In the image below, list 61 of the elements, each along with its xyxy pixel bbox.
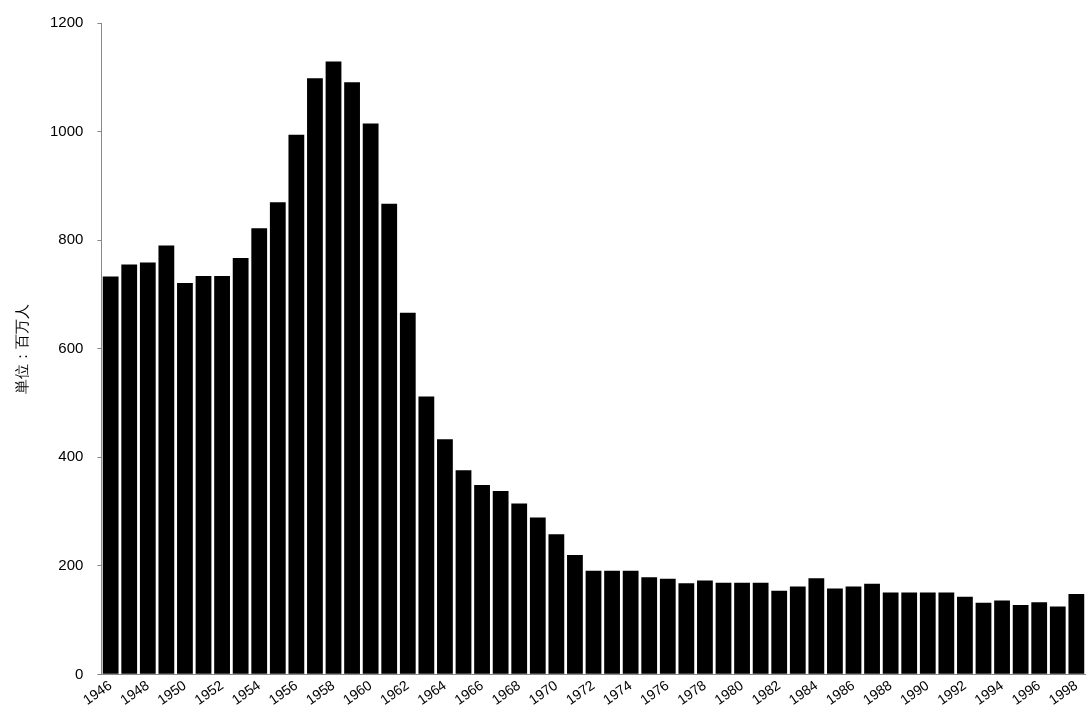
bar: [641, 577, 658, 674]
bar: [975, 602, 992, 674]
bar: [1068, 594, 1085, 674]
y-tick-label: 1000: [49, 121, 84, 139]
bar: [845, 586, 862, 674]
bar: [177, 283, 193, 674]
bar: [102, 276, 119, 674]
bar: [399, 312, 416, 674]
bar: [697, 580, 713, 674]
y-tick-label: 0: [75, 664, 84, 682]
bar: [529, 517, 546, 674]
bar: [864, 583, 880, 674]
bar: [919, 592, 936, 674]
bar: [1031, 602, 1048, 674]
bar: [269, 202, 286, 674]
y-tick-label: 200: [58, 555, 84, 573]
bar: [139, 262, 156, 674]
bar: [195, 275, 212, 674]
bar: [1012, 604, 1029, 674]
bar: [957, 596, 973, 674]
bar: [1049, 606, 1066, 674]
y-tick-label: 600: [58, 338, 84, 356]
bar: [232, 258, 249, 674]
bar: [752, 582, 769, 674]
bar: [492, 490, 509, 674]
bar: [734, 582, 750, 674]
bar: [251, 228, 268, 674]
bar: [567, 554, 583, 674]
bar: [455, 470, 472, 674]
bar: [771, 590, 788, 674]
y-axis-title: 単位：百万人: [13, 303, 31, 394]
bar: [307, 78, 323, 674]
bar: [474, 484, 490, 674]
bar: [882, 592, 899, 674]
bar: [548, 534, 565, 674]
bar: [362, 123, 379, 674]
bar: [901, 592, 918, 674]
bar: [808, 578, 825, 674]
bar: [715, 582, 732, 674]
bar: [381, 203, 398, 674]
bar: [938, 592, 955, 674]
y-tick-label: 1200: [49, 13, 84, 31]
bar: [325, 61, 342, 674]
bar: [418, 396, 435, 674]
bar: [214, 275, 230, 674]
bar: [622, 570, 639, 674]
bar: [437, 439, 453, 674]
bar: [288, 134, 305, 674]
bar: [121, 264, 138, 674]
y-tick-label: 400: [58, 447, 84, 465]
y-tick-label: 800: [58, 230, 84, 248]
bar: [344, 82, 360, 674]
bar: [678, 583, 695, 674]
bar: [585, 570, 602, 674]
bar: [827, 588, 843, 674]
bar: [511, 503, 528, 674]
bar: [604, 570, 620, 674]
bar: [789, 586, 806, 674]
bar: [659, 578, 676, 674]
bar: [994, 600, 1010, 674]
bar: [158, 245, 175, 674]
